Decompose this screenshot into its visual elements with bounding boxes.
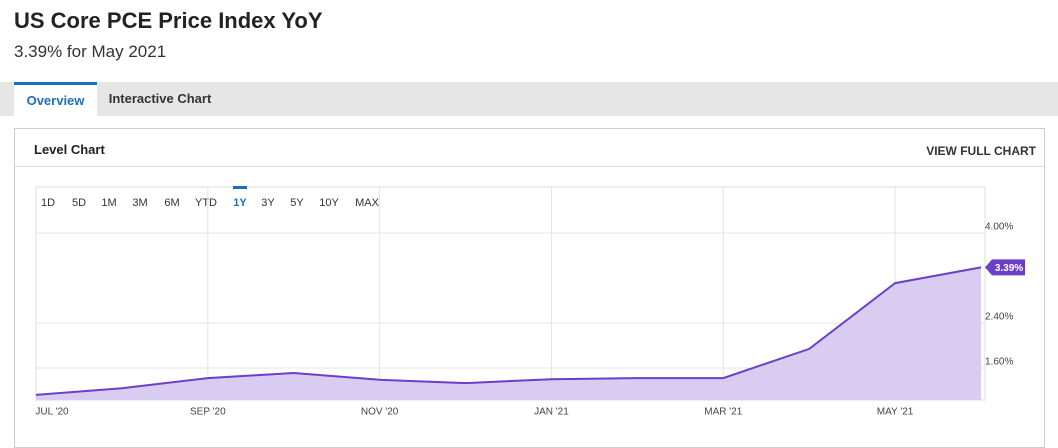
tab[interactable]: Interactive Chart (108, 91, 212, 106)
y-tick-label: 1.60% (985, 357, 1013, 368)
page-subtitle: 3.39% for May 2021 (14, 42, 167, 61)
range-button[interactable]: 6M (164, 197, 179, 209)
x-tick-label: MAR '21 (704, 407, 742, 418)
separator (15, 166, 1044, 167)
x-tick-label: JAN '21 (534, 407, 569, 418)
view-full-chart[interactable]: VIEW FULL CHART (926, 144, 1036, 158)
page-title: US Core PCE Price Index YoY (14, 8, 323, 33)
x-tick-label: NOV '20 (361, 407, 399, 418)
range-button[interactable]: 10Y (319, 197, 339, 209)
y-tick-label: 4.00% (985, 222, 1013, 233)
y-tick-label: 2.40% (985, 312, 1013, 323)
panel-title: Level Chart (34, 142, 105, 157)
range-button[interactable]: 1D (41, 197, 55, 209)
range-button[interactable]: 3Y (261, 197, 275, 209)
range-button[interactable]: MAX (355, 197, 380, 209)
tab-bar: Overview Interactive Chart (0, 82, 1058, 116)
tab[interactable]: Overview (14, 82, 97, 116)
x-tick-label: MAY '21 (877, 407, 914, 418)
area-fill (36, 267, 981, 400)
value-label: 3.39% (995, 263, 1023, 274)
range-button[interactable]: YTD (195, 197, 217, 209)
range-button[interactable]: 1M (101, 197, 116, 209)
active-indicator (233, 186, 247, 189)
range-button[interactable]: 5Y (290, 197, 304, 209)
x-tick-label: JUL '20 (35, 407, 69, 418)
range-button[interactable]: 1Y (233, 197, 247, 209)
range-button[interactable]: 5D (72, 197, 86, 209)
line (35, 266, 982, 396)
x-tick-label: SEP '20 (190, 407, 226, 418)
range-button[interactable]: 3M (132, 197, 147, 209)
value-label-box (985, 259, 1025, 276)
